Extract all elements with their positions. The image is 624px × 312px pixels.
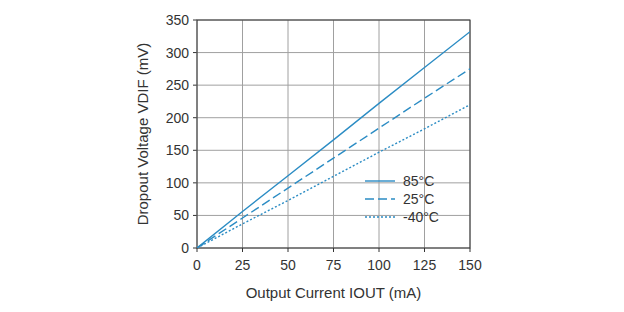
tick	[197, 248, 198, 252]
tick	[379, 248, 380, 252]
series-line	[197, 32, 470, 248]
tick-label: 300	[166, 45, 190, 61]
tick-label: 50	[173, 207, 189, 223]
tick	[424, 248, 425, 252]
tick-label: 200	[166, 110, 190, 126]
tick-label: 125	[413, 257, 437, 273]
legend-label: -40°C	[403, 209, 439, 225]
grid-line	[288, 20, 289, 248]
series-line	[197, 105, 470, 248]
tick-label: 75	[326, 257, 342, 273]
tick-label: 50	[280, 257, 296, 273]
tick	[193, 85, 197, 86]
legend-swatch	[365, 198, 395, 199]
tick-label: 100	[166, 175, 190, 191]
y-axis-label: Dropout Voltage VDIF (mV)	[134, 43, 151, 226]
legend-swatch	[365, 216, 395, 217]
legend-label: 25°C	[403, 191, 434, 207]
tick	[193, 117, 197, 118]
grid-line	[242, 20, 243, 248]
plot-area	[197, 32, 470, 248]
tick-label: 250	[166, 77, 190, 93]
tick-label: 25	[235, 257, 251, 273]
grid-line	[333, 20, 334, 248]
tick-label: 150	[166, 142, 190, 158]
tick	[193, 20, 197, 21]
series-line	[197, 69, 470, 248]
tick-label: 350	[166, 12, 190, 28]
tick	[193, 248, 197, 249]
tick	[193, 182, 197, 183]
tick	[333, 248, 334, 252]
legend: 85°C 25°C -40°C	[365, 173, 439, 225]
tick	[193, 215, 197, 216]
plot-frame	[197, 20, 470, 248]
tick	[193, 52, 197, 53]
tick	[193, 150, 197, 151]
tick-label: 100	[367, 257, 391, 273]
grid-line	[379, 20, 380, 248]
legend-swatch	[365, 180, 395, 181]
tick-label: 0	[181, 240, 189, 256]
tick	[242, 248, 243, 252]
tick	[470, 248, 471, 252]
tick-label: 0	[193, 257, 201, 273]
chart: 0 50 100 150 200 250 300 350 0 25 50 75 100 125 150 Out…	[0, 0, 624, 312]
x-axis-label: Output Current IOUT (mA)	[246, 284, 422, 301]
tick	[288, 248, 289, 252]
legend-label: 85°C	[403, 173, 434, 189]
tick-label: 150	[458, 257, 482, 273]
